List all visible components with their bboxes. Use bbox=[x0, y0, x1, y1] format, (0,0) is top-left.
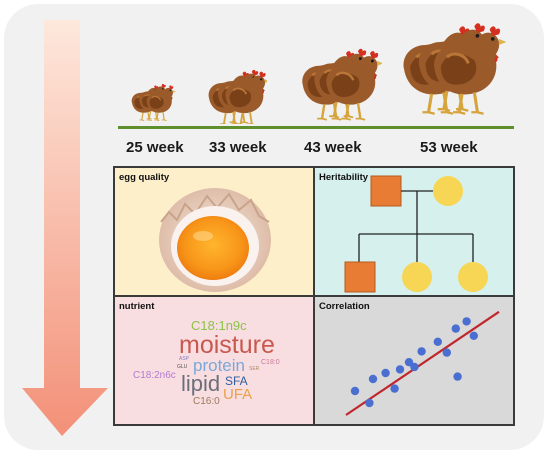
week-label-43: 43 week bbox=[304, 139, 362, 156]
hen-icon bbox=[131, 83, 177, 122]
word-c18-2n6c: C18:2n6c bbox=[133, 370, 176, 381]
scatter-point bbox=[368, 374, 378, 384]
scatter-point bbox=[390, 384, 399, 393]
word-moisture: moisture bbox=[179, 331, 275, 359]
scatter-point bbox=[350, 386, 360, 396]
heritability-panel: Heritability bbox=[313, 166, 515, 297]
hen-icon bbox=[401, 21, 509, 116]
scatter-point bbox=[404, 358, 414, 367]
hen-icon bbox=[207, 68, 271, 126]
word-c18-0: C18:0 bbox=[261, 359, 280, 366]
pedigree-offspring-male bbox=[344, 261, 376, 293]
time-arrow-icon bbox=[22, 20, 108, 436]
word-ufa: UFA bbox=[223, 386, 253, 403]
scatter-point bbox=[417, 347, 426, 356]
pedigree-offspring-female bbox=[402, 262, 432, 292]
hen-group-25-week bbox=[128, 83, 177, 131]
correlation-title: Correlation bbox=[319, 301, 370, 312]
week-label-33: 33 week bbox=[209, 139, 267, 156]
hen-icon bbox=[301, 47, 385, 122]
nutrient-panel: nutrient C18:1n9c moisture ASP GLU prote… bbox=[113, 295, 315, 426]
trend-line bbox=[345, 310, 500, 416]
word-ser: SER bbox=[249, 366, 260, 372]
hen-group-33-week bbox=[205, 68, 271, 129]
egg-quality-title: egg quality bbox=[119, 172, 170, 183]
scatter-point bbox=[381, 368, 390, 378]
week-label-25: 25 week bbox=[126, 139, 184, 156]
egg-quality-panel: egg quality bbox=[113, 166, 315, 297]
scatter-point bbox=[462, 317, 471, 326]
word-protein: protein bbox=[193, 356, 245, 375]
hen-group-53-week bbox=[398, 21, 509, 125]
scatter-point bbox=[365, 398, 374, 408]
correlation-panel: Correlation bbox=[313, 295, 515, 426]
nutrient-title: nutrient bbox=[119, 301, 155, 312]
pedigree-offspring-female bbox=[458, 262, 488, 292]
pedigree-icon bbox=[344, 175, 488, 293]
scatter-point bbox=[395, 365, 405, 374]
word-lipid: lipid bbox=[181, 371, 221, 396]
scatter-point bbox=[410, 362, 419, 372]
scatter-plot-icon bbox=[345, 310, 500, 416]
ground-line bbox=[118, 126, 514, 129]
heritability-title: Heritability bbox=[319, 172, 369, 183]
scatter-point bbox=[453, 372, 462, 381]
pedigree-male-parent bbox=[370, 175, 402, 207]
egg-yolk-icon bbox=[159, 188, 271, 292]
pedigree-female-parent bbox=[433, 176, 463, 206]
scatter-point bbox=[451, 324, 460, 333]
word-c16-0: C16:0 bbox=[193, 396, 220, 407]
word-sfa: SFA bbox=[225, 374, 248, 388]
scatter-point bbox=[469, 331, 478, 340]
word-c18-1n9c: C18:1n9c bbox=[191, 318, 247, 333]
scatter-point bbox=[433, 337, 442, 346]
word-asp: ASP bbox=[179, 356, 190, 362]
hen-group-43-week bbox=[298, 47, 385, 127]
week-label-53: 53 week bbox=[420, 139, 478, 156]
word-glu: GLU bbox=[177, 364, 188, 370]
scatter-point bbox=[442, 348, 451, 357]
